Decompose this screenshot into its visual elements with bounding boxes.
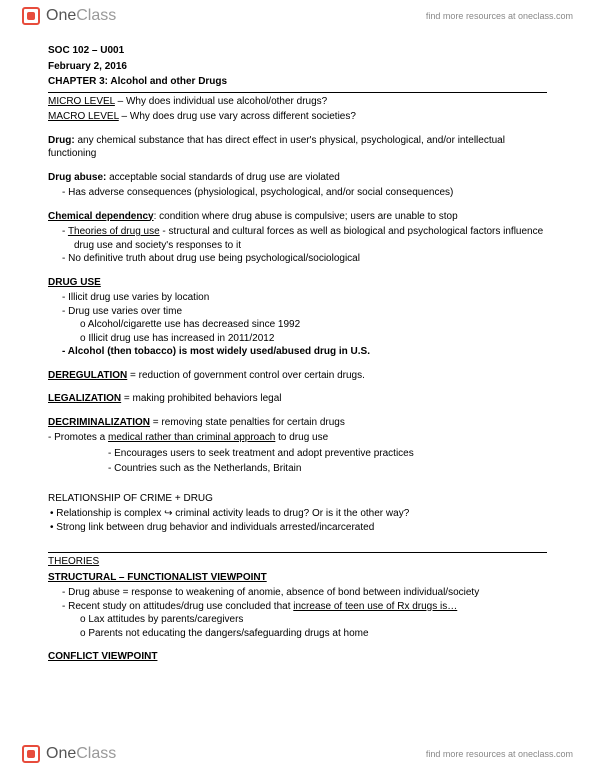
- divider: [48, 552, 547, 553]
- chem-bullets: Theories of drug use - structural and cu…: [48, 225, 547, 266]
- logo-icon: [22, 745, 40, 763]
- structural-subbullets: Lax attitudes by parents/caregivers Pare…: [48, 613, 547, 640]
- decrim-p1b: medical rather than criminal approach: [108, 432, 275, 443]
- abuse-label: Drug abuse:: [48, 172, 106, 183]
- lecture-date: February 2, 2016: [48, 60, 547, 74]
- list-item: No definitive truth about drug use being…: [74, 252, 547, 266]
- decrim-promotes: - Promotes a medical rather than crimina…: [48, 431, 547, 445]
- dereg-label: DEREGULATION: [48, 370, 127, 381]
- drug-definition: Drug: any chemical substance that has di…: [48, 134, 547, 161]
- brand-logo[interactable]: OneClass: [22, 7, 116, 25]
- struct-b2a: Recent study on attitudes/drug use concl…: [68, 601, 293, 612]
- list-item: Drug use varies over time: [74, 305, 547, 319]
- logo-text-one: One: [46, 7, 76, 25]
- legal-def: = making prohibited behaviors legal: [121, 393, 281, 404]
- abuse-def-text: acceptable social standards of drug use …: [106, 172, 339, 183]
- drug-def-text: any chemical substance that has direct e…: [48, 135, 505, 160]
- macro-level-line: MACRO LEVEL – Why does drug use vary acr…: [48, 110, 547, 124]
- struct-b2b: increase of teen use of Rx drugs is…: [293, 601, 457, 612]
- logo-text-class: Class: [76, 745, 116, 763]
- list-item: Strong link between drug behavior and in…: [60, 521, 547, 535]
- relationship-bullets: Relationship is complex ↪ criminal activ…: [48, 507, 547, 534]
- header-tagline[interactable]: find more resources at oneclass.com: [426, 11, 573, 21]
- abuse-bullets: Has adverse consequences (physiological,…: [48, 186, 547, 200]
- dereg-def: = reduction of government control over c…: [127, 370, 365, 381]
- list-item: Alcohol/cigarette use has decreased sinc…: [94, 318, 547, 332]
- decrim-line: DECRIMINALIZATION = removing state penal…: [48, 416, 547, 430]
- macro-question: – Why does drug use vary across differen…: [119, 111, 356, 122]
- drug-use-subbullets: Alcohol/cigarette use has decreased sinc…: [48, 318, 547, 345]
- chem-definition: Chemical dependency: condition where dru…: [48, 210, 547, 224]
- decrim-sub1: - Encourages users to seek treatment and…: [48, 447, 547, 461]
- list-item: Parents not educating the dangers/safegu…: [94, 627, 547, 641]
- legal-label: LEGALIZATION: [48, 393, 121, 404]
- rel-b1a: Relationship is complex: [56, 508, 164, 519]
- micro-label: MICRO LEVEL: [48, 96, 115, 107]
- theories-heading: THEORIES: [48, 555, 547, 569]
- footer-bar: OneClass find more resources at oneclass…: [0, 738, 595, 770]
- list-item: Illicit drug use has increased in 2011/2…: [94, 332, 547, 346]
- footer-tagline[interactable]: find more resources at oneclass.com: [426, 749, 573, 759]
- header-bar: OneClass find more resources at oneclass…: [0, 0, 595, 32]
- chapter-title: CHAPTER 3: Alcohol and other Drugs: [48, 75, 547, 89]
- structural-heading: STRUCTURAL – FUNCTIONALIST VIEWPOINT: [48, 571, 547, 585]
- conflict-heading: CONFLICT VIEWPOINT: [48, 650, 547, 664]
- theories-label: Theories of drug use: [68, 226, 160, 237]
- list-item: Lax attitudes by parents/caregivers: [94, 613, 547, 627]
- list-item: Illicit drug use varies by location: [74, 291, 547, 305]
- arrow-icon: ↪: [164, 508, 172, 519]
- course-code: SOC 102 – U001: [48, 44, 547, 58]
- list-item: Relationship is complex ↪ criminal activ…: [60, 507, 547, 521]
- list-item: Theories of drug use - structural and cu…: [74, 225, 547, 252]
- logo-icon: [22, 7, 40, 25]
- decrim-label: DECRIMINALIZATION: [48, 417, 150, 428]
- structural-bullets: Drug abuse = response to weakening of an…: [48, 586, 547, 613]
- macro-label: MACRO LEVEL: [48, 111, 119, 122]
- drug-use-bullets-2: Alcohol (then tobacco) is most widely us…: [48, 345, 547, 359]
- document-body: SOC 102 – U001 February 2, 2016 CHAPTER …: [48, 42, 547, 728]
- list-item: Has adverse consequences (physiological,…: [74, 186, 547, 200]
- legalization-line: LEGALIZATION = making prohibited behavio…: [48, 392, 547, 406]
- chem-label: Chemical dependency: [48, 211, 154, 222]
- deregulation-line: DEREGULATION = reduction of government c…: [48, 369, 547, 383]
- divider: [48, 92, 547, 93]
- list-item: Alcohol (then tobacco) is most widely us…: [74, 345, 547, 359]
- micro-question: – Why does individual use alcohol/other …: [115, 96, 327, 107]
- relationship-heading: RELATIONSHIP OF CRIME + DRUG: [48, 492, 547, 506]
- drug-use-bullets: Illicit drug use varies by location Drug…: [48, 291, 547, 318]
- abuse-definition: Drug abuse: acceptable social standards …: [48, 171, 547, 185]
- decrim-sub2: - Countries such as the Netherlands, Bri…: [48, 462, 547, 476]
- logo-text-one: One: [46, 745, 76, 763]
- drug-label: Drug:: [48, 135, 75, 146]
- decrim-p1a: - Promotes a: [48, 432, 108, 443]
- list-item: Recent study on attitudes/drug use concl…: [74, 600, 547, 614]
- rel-b1b: criminal activity leads to drug? Or is i…: [173, 508, 410, 519]
- chem-def-text: : condition where drug abuse is compulsi…: [154, 211, 458, 222]
- list-item: Drug abuse = response to weakening of an…: [74, 586, 547, 600]
- decrim-p1c: to drug use: [275, 432, 328, 443]
- drug-use-heading: DRUG USE: [48, 276, 547, 290]
- logo-text-class: Class: [76, 7, 116, 25]
- micro-level-line: MICRO LEVEL – Why does individual use al…: [48, 95, 547, 109]
- decrim-def: = removing state penalties for certain d…: [150, 417, 345, 428]
- brand-logo-footer[interactable]: OneClass: [22, 745, 116, 763]
